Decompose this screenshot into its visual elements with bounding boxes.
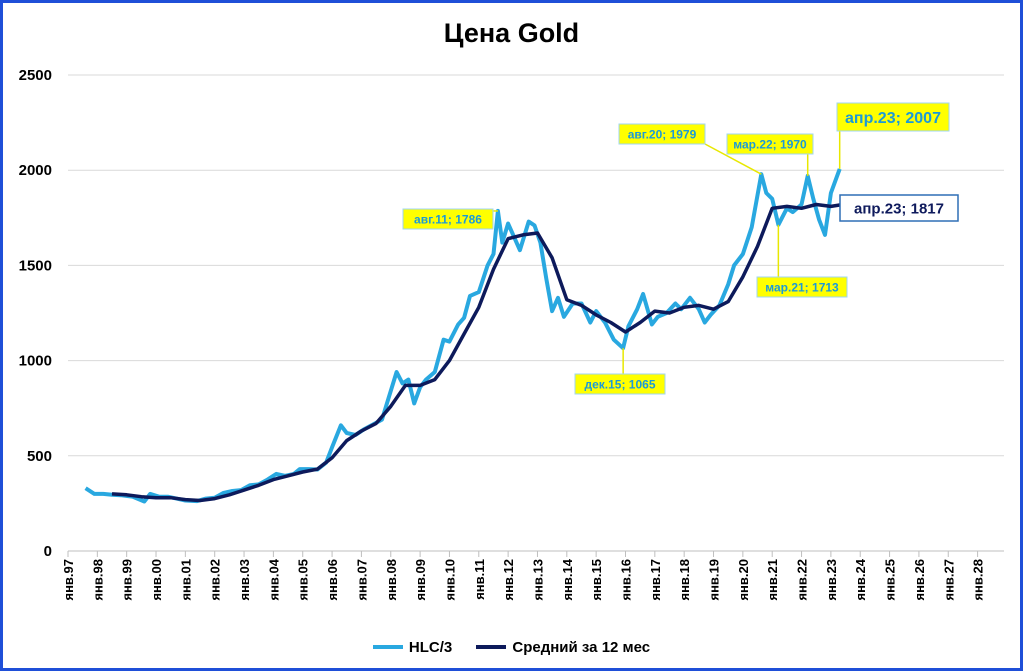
x-tick-label: янв.21: [765, 559, 780, 601]
x-tick-label: янв.14: [560, 558, 575, 600]
y-tick-label: 2500: [19, 67, 52, 84]
x-tick-label: янв.13: [530, 559, 545, 601]
annotation-callout: мар.22; 1970: [726, 133, 814, 176]
x-tick-label: янв.22: [795, 559, 810, 601]
legend-swatch-hlc: [372, 645, 403, 649]
annotation-label: апр.23; 1817: [854, 200, 944, 217]
x-tick-label: янв.18: [677, 559, 692, 601]
annotation-label: авг.11; 1786: [414, 212, 482, 226]
x-tick-label: янв.01: [178, 559, 193, 601]
y-tick-label: 500: [27, 448, 52, 465]
x-tick-label: янв.97: [61, 559, 76, 601]
x-tick-label: янв.02: [208, 559, 223, 601]
legend: HLC/3 Средний за 12 мес: [0, 636, 1023, 656]
legend-label-avg: Средний за 12 мес: [512, 638, 651, 656]
annotation-box: [836, 102, 950, 132]
annotation-callout: мар.21; 1713: [756, 224, 848, 298]
annotation-label: апр.23; 2007: [845, 110, 941, 127]
legend-item-hlc: HLC/3: [372, 638, 453, 656]
annotation-box: [756, 276, 848, 298]
x-tick-label: янв.27: [941, 559, 956, 601]
x-tick-label: янв.17: [648, 559, 663, 601]
annotation-box: [839, 194, 959, 222]
x-tick-label: янв.06: [325, 559, 340, 601]
annotation-label: мар.22; 1970: [733, 137, 807, 151]
x-tick-label: янв.08: [384, 559, 399, 601]
x-tick-label: янв.19: [707, 559, 722, 601]
annotation-label: дек.15; 1065: [584, 377, 655, 391]
annotation-box: [618, 123, 706, 145]
annotation-callout: авг.11; 1786: [402, 208, 498, 230]
x-tick-label: янв.24: [853, 558, 868, 600]
annotation-box: [726, 133, 814, 155]
x-tick-label: янв.26: [912, 559, 927, 601]
x-tick-label: янв.11: [472, 559, 487, 600]
x-tick-label: янв.07: [354, 559, 369, 601]
y-tick-label: 0: [44, 543, 52, 560]
series-line-hlc: [84, 168, 842, 504]
x-tick-label: янв.00: [149, 559, 164, 601]
x-tick-label: янв.25: [883, 559, 898, 601]
series-line-avg: [111, 202, 840, 503]
x-tick-label: янв.09: [413, 559, 428, 601]
annotation-box: [402, 208, 494, 230]
y-tick-label: 2000: [19, 162, 52, 179]
x-tick-label: янв.05: [296, 559, 311, 601]
x-tick-label: янв.20: [736, 559, 751, 601]
x-tick-label: янв.15: [589, 559, 604, 601]
annotation-callout: апр.23; 2007: [836, 102, 950, 169]
annotation-box: [574, 373, 666, 395]
y-axis-ticks: 0 500 1000 1500 2000 2500: [19, 67, 52, 560]
x-tick-label: янв.04: [266, 558, 281, 600]
series-lines: [84, 168, 842, 504]
x-tick-label: янв.10: [442, 559, 457, 601]
x-tick-label: янв.99: [120, 559, 135, 601]
legend-item-avg: Средний за 12 мес: [476, 639, 650, 656]
legend-swatch-avg: [476, 645, 507, 649]
x-tick-label: янв.28: [971, 559, 986, 601]
annotation-callout: дек.15; 1065: [574, 348, 666, 395]
annotation-label: авг.20; 1979: [628, 127, 697, 141]
annotation-label: мар.21; 1713: [765, 280, 839, 294]
x-tick-label: янв.03: [237, 559, 252, 601]
y-tick-label: 1000: [19, 353, 52, 370]
annotation-leader: [704, 143, 762, 175]
annotation-callout: апр.23; 1817: [839, 194, 959, 222]
y-tick-label: 1500: [19, 257, 52, 274]
x-axis: янв.97 янв.98 янв.99 янв.00 янв.01 янв.02 янв.…: [61, 550, 1004, 601]
gridlines: [68, 74, 1004, 457]
annotation-callout: авг.20; 1979: [618, 123, 762, 175]
x-tick-label: янв.12: [501, 559, 516, 601]
annotations: авг.11; 1786 авг.20; 1979 мар.22; 1970 апр.…: [402, 102, 959, 395]
legend-label-hlc: HLC/3: [408, 638, 453, 656]
x-tick-label: янв.23: [824, 559, 839, 601]
x-tick-label: янв.98: [90, 559, 105, 601]
x-tick-label: янв.16: [618, 559, 633, 601]
chart-title: Цена Gold: [443, 18, 580, 48]
